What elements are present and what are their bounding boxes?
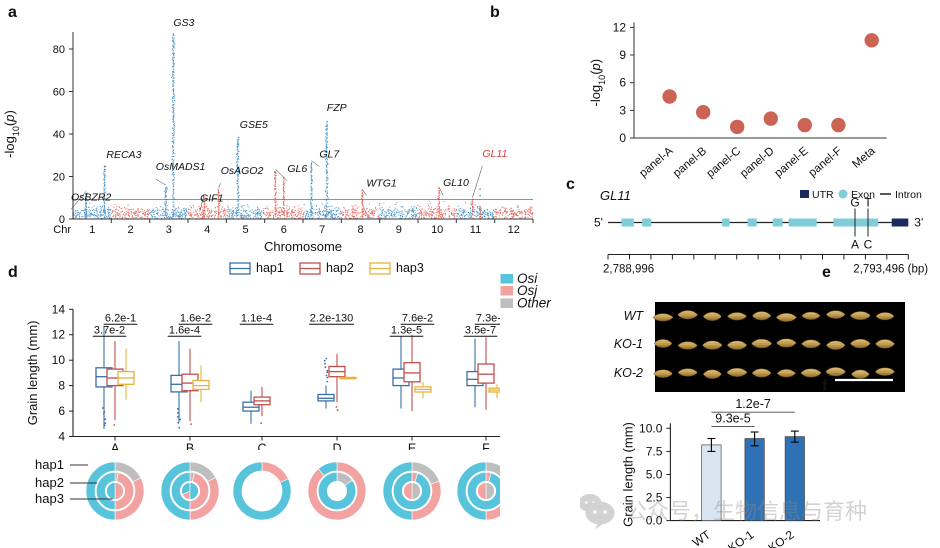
svg-text:14: 14: [52, 302, 66, 316]
svg-text:3.5e-7: 3.5e-7: [465, 324, 496, 336]
svg-text:GS3: GS3: [173, 17, 194, 29]
svg-text:A: A: [111, 442, 120, 451]
svg-text:Other: Other: [517, 296, 551, 311]
svg-text:6.2e-1: 6.2e-1: [105, 312, 136, 324]
svg-text:6: 6: [281, 224, 287, 236]
svg-text:3': 3': [914, 216, 923, 230]
svg-text:4: 4: [58, 430, 65, 444]
svg-text:2.2e-130: 2.2e-130: [310, 312, 353, 324]
svg-text:GL10: GL10: [443, 177, 469, 189]
svg-text:G: G: [850, 196, 859, 210]
svg-text:-log10(p): -log10(p): [588, 59, 607, 107]
svg-text:8: 8: [357, 224, 363, 236]
svg-text:A: A: [851, 238, 859, 252]
svg-text:公众号，生物信息与育种: 公众号，生物信息与育种: [625, 499, 867, 524]
svg-text:OsMADS1: OsMADS1: [156, 161, 206, 173]
svg-text:Chromosome: Chromosome: [264, 239, 342, 254]
svg-text:10: 10: [431, 224, 443, 236]
svg-text:hap3: hap3: [396, 261, 424, 275]
svg-text:C: C: [864, 238, 873, 252]
svg-text:F: F: [482, 442, 490, 451]
svg-text:12: 12: [613, 20, 627, 34]
svg-text:0: 0: [619, 131, 626, 145]
svg-text:3: 3: [166, 224, 172, 236]
svg-text:Grain length (mm): Grain length (mm): [25, 321, 40, 426]
svg-text:7.6e-2: 7.6e-2: [402, 312, 433, 324]
svg-text:5: 5: [242, 224, 248, 236]
svg-text:40: 40: [53, 129, 65, 141]
svg-text:hap2: hap2: [326, 261, 354, 275]
svg-text:9.3e-5: 9.3e-5: [715, 412, 750, 426]
svg-text:1.6e-2: 1.6e-2: [180, 312, 211, 324]
svg-text:6: 6: [619, 76, 626, 90]
svg-text:5.0: 5.0: [646, 468, 663, 482]
svg-text:OsBZR2: OsBZR2: [71, 191, 111, 203]
svg-text:GSE5: GSE5: [240, 119, 268, 131]
svg-text:hap3: hap3: [35, 491, 64, 506]
svg-text:4: 4: [204, 224, 210, 236]
svg-text:7: 7: [319, 224, 325, 236]
svg-text:12: 12: [52, 328, 66, 342]
svg-text:RECA3: RECA3: [106, 149, 141, 161]
svg-text:KO-1: KO-1: [614, 337, 643, 351]
svg-text:hap1: hap1: [35, 457, 64, 472]
svg-text:GIF1: GIF1: [200, 193, 223, 205]
svg-text:60: 60: [53, 87, 65, 99]
svg-text:1.3e-5: 1.3e-5: [391, 324, 422, 336]
svg-text:1.6e-4: 1.6e-4: [169, 324, 200, 336]
svg-text:C: C: [257, 442, 266, 451]
svg-text:1: 1: [89, 224, 95, 236]
svg-text:E: E: [408, 442, 416, 451]
svg-text:WT: WT: [624, 309, 645, 323]
svg-text:Meta: Meta: [850, 145, 878, 171]
svg-text:UTR: UTR: [812, 189, 834, 201]
svg-text:9: 9: [396, 224, 402, 236]
svg-text:T: T: [864, 196, 872, 210]
svg-text:2: 2: [127, 224, 133, 236]
svg-text:20: 20: [53, 172, 65, 184]
svg-text:B: B: [186, 442, 194, 451]
svg-text:3.7e-2: 3.7e-2: [94, 324, 125, 336]
svg-text:hap1: hap1: [256, 261, 284, 275]
svg-text:Intron: Intron: [895, 189, 922, 201]
svg-text:6: 6: [58, 404, 65, 418]
svg-text:GL11: GL11: [600, 188, 631, 203]
svg-text:Chr: Chr: [53, 224, 71, 236]
svg-text:10.0: 10.0: [639, 421, 663, 435]
svg-text:3: 3: [619, 103, 626, 117]
svg-text:5': 5': [594, 216, 603, 230]
svg-text:GL6: GL6: [287, 163, 307, 175]
svg-text:FZP: FZP: [327, 102, 347, 114]
svg-text:OsAGO2: OsAGO2: [221, 165, 264, 177]
svg-text:9: 9: [619, 48, 626, 62]
svg-text:hap2: hap2: [35, 475, 64, 490]
svg-text:WTG1: WTG1: [366, 177, 396, 189]
svg-text:8: 8: [58, 379, 65, 393]
svg-text:1.2e-7: 1.2e-7: [735, 397, 770, 411]
svg-text:80: 80: [53, 44, 65, 56]
svg-text:7.5: 7.5: [646, 444, 663, 458]
svg-text:-log10(p): -log10(p): [2, 110, 21, 158]
svg-text:1.1e-4: 1.1e-4: [241, 312, 272, 324]
svg-text:10: 10: [52, 353, 66, 367]
svg-text:GL7: GL7: [319, 149, 340, 161]
svg-text:KO-2: KO-2: [614, 366, 643, 380]
svg-text:D: D: [332, 442, 341, 451]
